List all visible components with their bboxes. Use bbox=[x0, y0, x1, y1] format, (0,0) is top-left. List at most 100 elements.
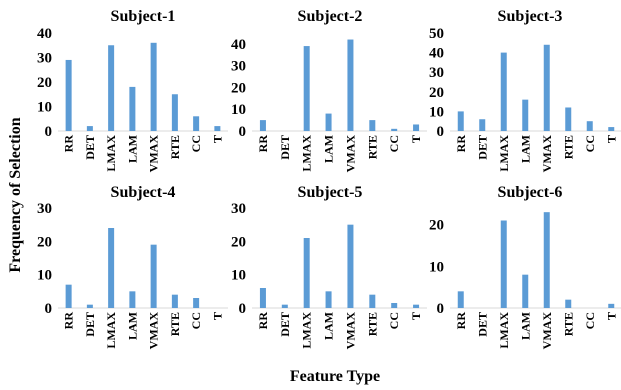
y-tick-label: 20 bbox=[429, 85, 444, 101]
subplot-1: Subject-1 0 10 20 30 40 RR DET LMAX LAM VMAX RTE CC T bbox=[37, 8, 228, 172]
bar-cc bbox=[391, 128, 398, 131]
subplot-5: Subject-5 0 10 20 30 RR DET LMAX LAM VMAX RTE CC T bbox=[231, 184, 427, 349]
category-label: CC bbox=[583, 312, 597, 329]
bar-lmax bbox=[108, 228, 115, 308]
bar-cc bbox=[391, 303, 398, 308]
bar-cc bbox=[193, 116, 200, 131]
bar-t bbox=[608, 303, 615, 308]
y-tick-label: 10 bbox=[37, 100, 52, 116]
y-tick-label: 40 bbox=[37, 26, 52, 42]
category-label: T bbox=[409, 312, 423, 320]
category-label: VMAX bbox=[343, 312, 357, 350]
y-tick-label: 10 bbox=[231, 102, 246, 118]
x-axis-title: Feature Type bbox=[290, 368, 380, 385]
y-tick-label: 40 bbox=[231, 37, 246, 53]
category-label: RR bbox=[256, 135, 270, 153]
bar-lmax bbox=[500, 52, 507, 131]
y-tick-label: 30 bbox=[37, 201, 52, 217]
bar-t bbox=[413, 304, 420, 308]
bar-rte bbox=[171, 294, 178, 308]
bar-t bbox=[608, 127, 615, 131]
bar-rr bbox=[457, 111, 464, 131]
y-tick-label: 0 bbox=[45, 124, 53, 140]
bar-cc bbox=[586, 121, 593, 131]
category-label: VMAX bbox=[343, 135, 357, 173]
bar-t bbox=[413, 124, 420, 131]
category-label: CC bbox=[189, 312, 203, 329]
category-label: LMAX bbox=[497, 312, 511, 349]
y-tick-label: 0 bbox=[45, 301, 53, 317]
category-label: T bbox=[604, 312, 618, 320]
subplot-4: Subject-4 0 10 20 30 RR DET LMAX LAM VMAX RTE CC T bbox=[37, 184, 228, 349]
bar-rte bbox=[565, 299, 572, 308]
bar-lam bbox=[522, 274, 529, 308]
category-label: RTE bbox=[365, 312, 379, 336]
category-label: RTE bbox=[168, 135, 182, 159]
category-label: DET bbox=[83, 312, 97, 337]
bar-vmax bbox=[150, 244, 157, 308]
bar-lmax bbox=[500, 220, 507, 308]
bar-det bbox=[281, 304, 288, 308]
bar-lmax bbox=[303, 46, 310, 131]
y-tick-label: 0 bbox=[437, 301, 445, 317]
category-label: T bbox=[210, 312, 224, 320]
y-axis-title: Frequency of Selection bbox=[7, 117, 24, 272]
category-label: LAM bbox=[322, 312, 336, 340]
y-tick-label: 0 bbox=[239, 124, 247, 140]
category-label: RTE bbox=[168, 312, 182, 336]
bar-rte bbox=[171, 94, 178, 131]
y-tick-label: 20 bbox=[37, 75, 52, 91]
bar-rte bbox=[369, 120, 376, 131]
y-tick-label: 20 bbox=[231, 234, 246, 250]
subplot-title: Subject-3 bbox=[498, 8, 563, 25]
category-label: DET bbox=[83, 135, 97, 160]
subplot-title: Subject-5 bbox=[298, 184, 363, 201]
bar-cc bbox=[193, 298, 200, 308]
bar-rte bbox=[369, 294, 376, 308]
y-tick-label: 10 bbox=[37, 268, 52, 284]
category-label: RR bbox=[454, 312, 468, 330]
category-label: T bbox=[604, 135, 618, 143]
category-label: CC bbox=[583, 135, 597, 152]
bar-det bbox=[86, 304, 93, 308]
y-tick-label: 50 bbox=[429, 26, 444, 42]
y-tick-label: 0 bbox=[239, 301, 247, 317]
category-label: LAM bbox=[518, 312, 532, 340]
subplot-3: Subject-3 0 10 20 30 40 50 RR DET LMAX LAM VMAX RTE C… bbox=[429, 8, 621, 172]
y-tick-label: 20 bbox=[231, 80, 246, 96]
category-label: DET bbox=[278, 135, 292, 160]
y-tick-label: 30 bbox=[231, 201, 246, 217]
bar-rr bbox=[259, 120, 266, 131]
bar-vmax bbox=[150, 42, 157, 131]
category-label: DET bbox=[475, 135, 489, 160]
category-label: LMAX bbox=[104, 135, 118, 172]
bar-vmax bbox=[347, 39, 354, 131]
subplot-title: Subject-1 bbox=[111, 8, 176, 25]
bar-lam bbox=[325, 113, 332, 131]
category-label: CC bbox=[387, 312, 401, 329]
category-label: VMAX bbox=[147, 312, 161, 350]
category-label: RTE bbox=[561, 135, 575, 159]
bar-det bbox=[479, 119, 486, 131]
category-label: CC bbox=[387, 135, 401, 152]
category-label: LAM bbox=[125, 135, 139, 163]
bar-lmax bbox=[303, 238, 310, 308]
category-label: VMAX bbox=[540, 312, 554, 350]
y-tick-label: 30 bbox=[37, 51, 52, 67]
category-label: RR bbox=[454, 135, 468, 153]
category-label: LMAX bbox=[497, 135, 511, 172]
y-tick-label: 20 bbox=[429, 218, 444, 234]
bar-rr bbox=[457, 291, 464, 308]
subplot-title: Subject-4 bbox=[111, 184, 176, 201]
category-label: RTE bbox=[365, 135, 379, 159]
bar-rr bbox=[259, 288, 266, 308]
category-label: CC bbox=[189, 135, 203, 152]
category-label: DET bbox=[278, 312, 292, 337]
category-label: DET bbox=[475, 312, 489, 337]
y-tick-label: 20 bbox=[37, 234, 52, 250]
bar-vmax bbox=[347, 224, 354, 308]
bar-vmax bbox=[543, 212, 550, 308]
y-tick-label: 10 bbox=[429, 259, 444, 275]
category-label: RR bbox=[62, 135, 76, 153]
